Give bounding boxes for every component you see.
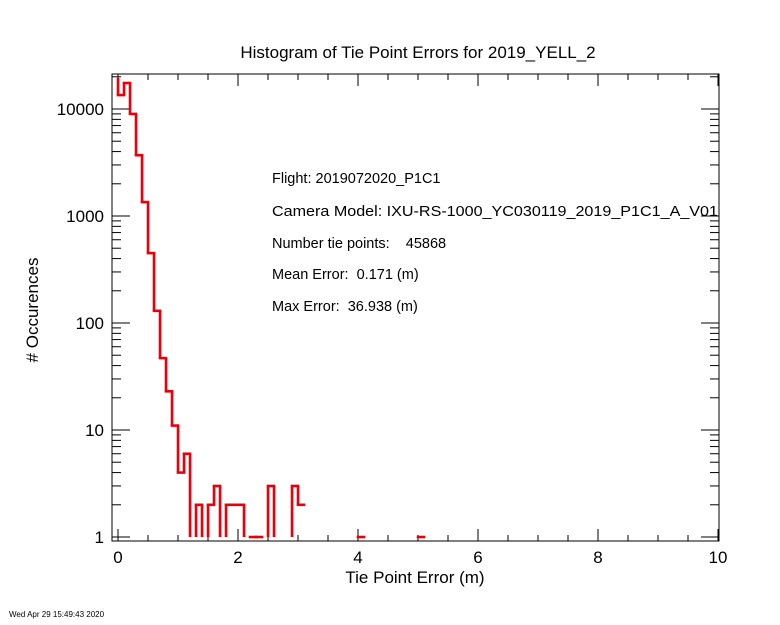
axis-ticks — [112, 74, 719, 541]
y-tick-labels: 1 10 100 1000 10000 — [57, 100, 104, 547]
mean-error-annotation: Mean Error: 0.171 (m) — [272, 267, 419, 283]
chart-title: Histogram of Tie Point Errors for 2019_Y… — [240, 43, 595, 62]
y-tick-label: 10000 — [57, 100, 104, 119]
x-axis-label: Tie Point Error (m) — [345, 568, 484, 587]
x-tick-label: 10 — [709, 548, 728, 567]
y-tick-label: 1 — [95, 528, 104, 547]
x-tick-label: 6 — [473, 548, 482, 567]
x-tick-label: 2 — [233, 548, 242, 567]
x-tick-label: 0 — [113, 548, 122, 567]
camera-model-annotation: Camera Model: IXU-RS-1000_YC030119_2019_… — [272, 204, 718, 220]
histogram-series — [116, 78, 426, 539]
max-error-annotation: Max Error: 36.938 (m) — [272, 299, 418, 315]
y-axis-label: # Occurences — [23, 258, 42, 363]
x-tick-label: 4 — [353, 548, 362, 567]
y-tick-label: 10 — [85, 421, 104, 440]
y-tick-label: 100 — [76, 314, 104, 333]
timestamp: Wed Apr 29 15:49:43 2020 — [9, 610, 105, 619]
x-tick-labels: 0 2 4 6 8 10 — [113, 548, 727, 567]
tie-points-annotation: Number tie points: 45868 — [272, 236, 446, 252]
plot-frame — [111, 73, 720, 542]
y-tick-label: 1000 — [66, 207, 104, 226]
flight-annotation: Flight: 2019072020_P1C1 — [272, 171, 441, 187]
x-tick-label: 8 — [593, 548, 602, 567]
